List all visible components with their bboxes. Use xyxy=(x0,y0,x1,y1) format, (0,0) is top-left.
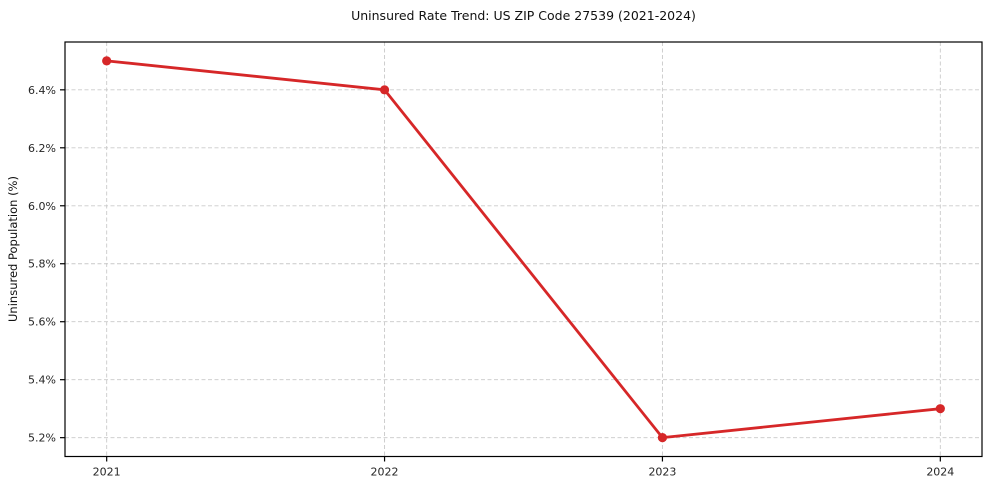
data-point-2021 xyxy=(102,56,112,66)
x-tick-label: 2022 xyxy=(371,466,399,479)
y-tick-label: 5.2% xyxy=(28,432,56,445)
data-point-2022 xyxy=(379,85,390,95)
y-tick-label: 6.4% xyxy=(28,84,56,97)
trend-line xyxy=(105,59,942,440)
chart-title: Uninsured Rate Trend: US ZIP Code 27539 … xyxy=(351,8,696,23)
x-tick-label: 2024 xyxy=(926,466,954,479)
axes-frame xyxy=(64,41,983,458)
y-tick-label: 5.8% xyxy=(28,258,56,271)
y-tick-label: 6.0% xyxy=(28,200,56,213)
y-tick-label: 6.2% xyxy=(28,142,56,155)
x-tick-label: 2021 xyxy=(93,466,121,479)
data-point-2023 xyxy=(657,433,668,443)
x-tick-label: 2023 xyxy=(648,466,676,479)
y-tick-label: 5.4% xyxy=(28,374,56,387)
data-point-2024 xyxy=(935,404,945,414)
y-tick-label: 5.6% xyxy=(28,316,56,329)
